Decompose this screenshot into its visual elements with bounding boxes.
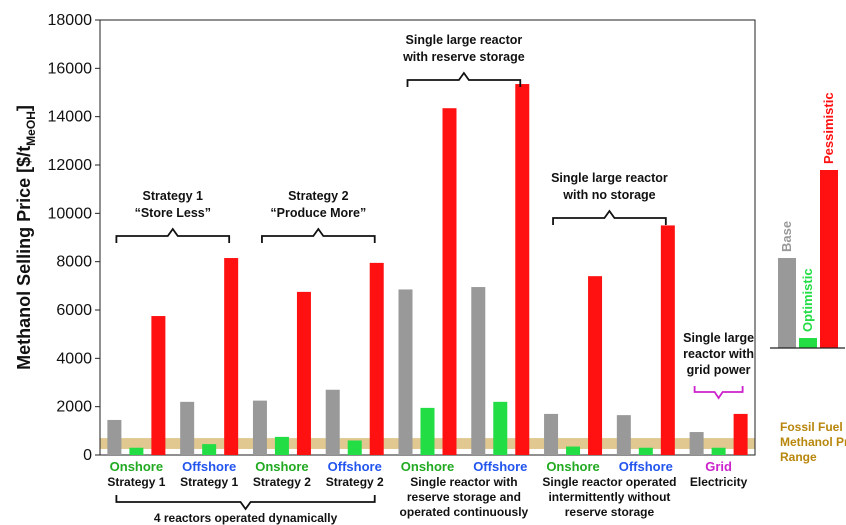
pessimistic-bar	[442, 108, 457, 455]
reserve-storage-label: reserve storage and	[407, 490, 521, 504]
base-bar	[616, 415, 631, 455]
optimistic-bar	[566, 446, 581, 455]
pessimistic-bar	[369, 262, 384, 455]
y-tick-label: 10000	[48, 205, 93, 222]
single-reserve-brace	[406, 71, 522, 87]
base-bar	[180, 401, 195, 455]
category-location-label: Onshore	[110, 459, 163, 474]
legend-label-pessimistic: Pessimistic	[821, 92, 836, 164]
optimistic-bar	[420, 407, 435, 455]
base-bar	[252, 400, 267, 455]
category-strategy-label: Strategy 1	[107, 475, 165, 489]
category-strategy-label: Electricity	[690, 475, 748, 489]
optimistic-bar	[274, 436, 289, 455]
y-tick-label: 14000	[48, 109, 93, 126]
category-location-label: Offshore	[473, 459, 527, 474]
base-bar	[325, 389, 340, 455]
intermittent-label: intermittently without	[548, 490, 670, 504]
category-strategy-label: Strategy 1	[180, 475, 238, 489]
category-location-label: Onshore	[401, 459, 454, 474]
reserve-storage-label: Single reactor with	[410, 475, 517, 489]
legend-pessimistic-bar	[820, 170, 838, 348]
grid-power-label: grid power	[687, 363, 751, 377]
pessimistic-bar	[660, 225, 675, 455]
grid-power-label: Single large	[683, 331, 754, 345]
fossil-fuel-label: Methanol Price	[780, 435, 846, 449]
legend-base-bar	[778, 258, 796, 348]
strategy2-label: Strategy 2	[288, 189, 348, 203]
intermittent-label: Single reactor operated	[542, 475, 676, 489]
category-location-label: Onshore	[546, 459, 599, 474]
strategy2-brace	[261, 227, 376, 243]
single-nostorage-label: with no storage	[562, 188, 655, 202]
optimistic-bar	[711, 447, 726, 455]
four-reactors-brace	[115, 495, 376, 511]
base-bar	[107, 419, 122, 455]
single-nostorage-label: Single large reactor	[551, 171, 668, 185]
pessimistic-bar	[224, 258, 239, 455]
pessimistic-bar	[588, 276, 603, 455]
intermittent-label: reserve storage	[565, 505, 655, 519]
strategy1-label: “Store Less”	[135, 206, 211, 220]
legend-label-base: Base	[779, 221, 794, 252]
category-location-label: Offshore	[182, 459, 236, 474]
y-tick-label: 18000	[48, 12, 93, 29]
optimistic-bar	[129, 447, 144, 455]
category-location-label: Grid	[705, 459, 732, 474]
pessimistic-bar	[733, 413, 748, 455]
fossil-fuel-label: Fossil Fuel	[780, 420, 843, 434]
grid-power-brace	[693, 386, 744, 400]
optimistic-bar	[347, 440, 362, 455]
y-tick-label: 12000	[48, 157, 93, 174]
base-bar	[398, 289, 413, 455]
four-reactors-label: 4 reactors operated dynamically	[154, 511, 338, 525]
category-location-label: Onshore	[255, 459, 308, 474]
base-bar	[689, 432, 704, 455]
category-location-label: Offshore	[328, 459, 382, 474]
y-axis-label: Methanol Selling Price [$/tMeOH]	[14, 105, 38, 370]
y-tick-label: 2000	[56, 399, 92, 416]
optimistic-bar	[638, 447, 653, 455]
plot-frame	[99, 19, 756, 456]
y-tick-label: 0	[83, 447, 92, 464]
strategy2-label: “Produce More”	[270, 206, 366, 220]
legend-optimistic-bar	[799, 338, 817, 348]
strategy1-brace	[115, 227, 231, 243]
category-strategy-label: Strategy 2	[253, 475, 311, 489]
y-tick-label: 16000	[48, 60, 93, 77]
category-location-label: Offshore	[619, 459, 673, 474]
single-reserve-label: Single large reactor	[406, 33, 523, 47]
pessimistic-bar	[151, 316, 166, 455]
grid-power-label: reactor with	[683, 347, 754, 361]
single-nostorage-brace	[552, 209, 667, 225]
category-strategy-label: Strategy 2	[326, 475, 384, 489]
y-tick-label: 6000	[56, 302, 92, 319]
fossil-fuel-label: Range	[780, 450, 817, 464]
pessimistic-bar	[296, 291, 311, 455]
single-reserve-label: with reserve storage	[402, 50, 525, 64]
base-bar	[544, 413, 559, 455]
base-bar	[471, 287, 486, 455]
optimistic-bar	[493, 401, 508, 455]
y-tick-label: 8000	[56, 254, 92, 271]
strategy1-label: Strategy 1	[143, 189, 203, 203]
pessimistic-bar	[515, 84, 530, 456]
optimistic-bar	[202, 444, 217, 455]
reserve-storage-label: operated continuously	[400, 505, 529, 519]
y-tick-label: 4000	[56, 350, 92, 367]
legend-label-optimistic: Optimistic	[800, 268, 815, 332]
